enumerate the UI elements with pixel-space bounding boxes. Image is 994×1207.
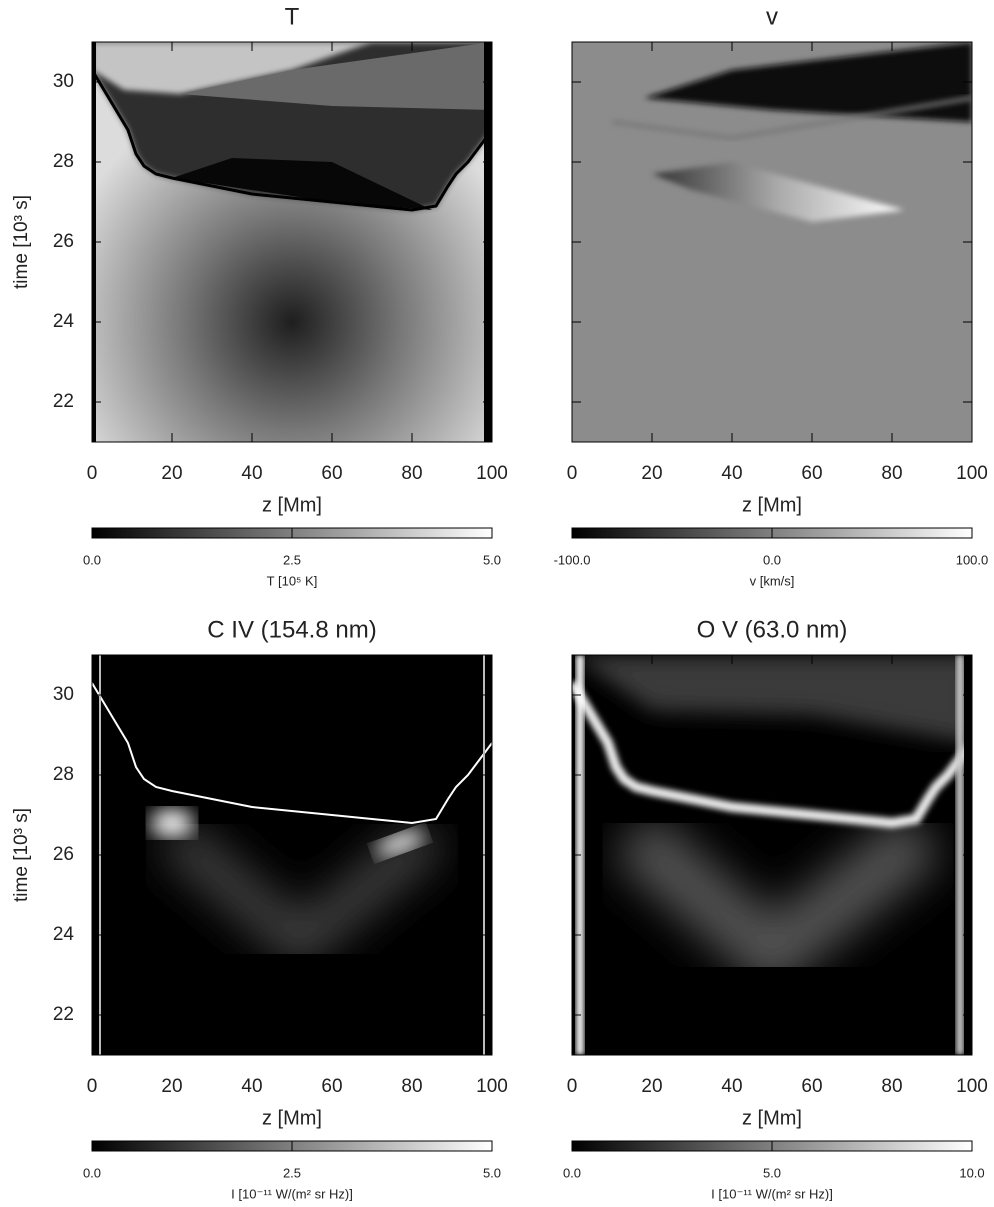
- x-axis-label: z [Mm]: [742, 1107, 802, 1129]
- colorbar-tick-label: 10.0: [959, 1165, 984, 1180]
- heatmap-image: [572, 655, 972, 1055]
- x-tick-label: 0: [567, 1076, 578, 1097]
- y-tick-label: 26: [53, 231, 74, 252]
- y-tick-label: 28: [53, 151, 74, 172]
- y-tick-label: 22: [53, 391, 74, 412]
- x-tick-label: 60: [321, 1076, 342, 1097]
- x-tick-label: 80: [881, 463, 902, 484]
- image-feature: [159, 819, 445, 970]
- x-tick-label: 20: [161, 463, 182, 484]
- image-feature: [572, 680, 972, 829]
- panel-title: T: [285, 3, 300, 30]
- colorbar-tick-label: 5.0: [483, 1165, 501, 1180]
- y-axis-label: time [10³ s]: [11, 195, 32, 289]
- image-feature: [150, 809, 194, 837]
- y-axis-label: time [10³ s]: [11, 808, 32, 902]
- image-region: [652, 162, 904, 222]
- x-tick-label: 80: [401, 1076, 422, 1097]
- colorbar-tick-label: 5.0: [763, 1165, 781, 1180]
- colorbar-tick-label: 0.0: [83, 552, 101, 567]
- colorbar-tick-label: 2.5: [283, 552, 301, 567]
- x-tick-label: 0: [87, 463, 98, 484]
- colorbar-tick-label: 100.0: [956, 552, 989, 567]
- x-tick-label: 100: [956, 1076, 988, 1097]
- x-tick-label: 40: [721, 1076, 742, 1097]
- y-tick-label: 22: [53, 1004, 74, 1025]
- colorbar-tick-label: 0.0: [83, 1165, 101, 1180]
- x-tick-label: 20: [641, 463, 662, 484]
- image-region: [180, 42, 492, 110]
- heatmap-image: [92, 42, 492, 442]
- x-tick-label: 0: [567, 463, 578, 484]
- x-tick-label: 60: [321, 463, 342, 484]
- panel-title: C IV (154.8 nm): [207, 616, 376, 643]
- x-axis-label: z [Mm]: [262, 494, 322, 516]
- image-feature: [92, 69, 492, 212]
- x-tick-label: 40: [241, 463, 262, 484]
- x-tick-label: 20: [161, 1076, 182, 1097]
- y-tick-label: 24: [53, 311, 75, 332]
- x-tick-label: 80: [401, 463, 422, 484]
- colorbar-tick-label: 2.5: [283, 1165, 301, 1180]
- colorbar-label: v [km/s]: [750, 573, 795, 588]
- panel-title: v: [766, 3, 778, 30]
- image-feature: [375, 830, 425, 856]
- colorbar-label: T [10⁵ K]: [267, 573, 318, 588]
- x-tick-label: 60: [801, 463, 822, 484]
- y-tick-label: 28: [53, 764, 74, 785]
- colorbar-tick-label: 5.0: [483, 552, 501, 567]
- y-tick-label: 24: [53, 924, 75, 945]
- image-region: [572, 655, 972, 743]
- x-tick-label: 40: [241, 1076, 262, 1097]
- image-region: [644, 42, 972, 122]
- image-feature: [92, 682, 492, 825]
- x-tick-label: 0: [87, 1076, 98, 1097]
- x-tick-label: 100: [476, 1076, 508, 1097]
- x-tick-label: 100: [476, 463, 508, 484]
- y-tick-label: 26: [53, 844, 74, 865]
- image-region: [172, 158, 432, 210]
- colorbar-tick-label: 0.0: [563, 1165, 581, 1180]
- heatmap-image: [572, 42, 972, 442]
- heatmap-image: [92, 655, 492, 1055]
- colorbar-tick-label: 0.0: [763, 552, 781, 567]
- image-feature: [612, 811, 943, 994]
- x-axis-label: z [Mm]: [742, 494, 802, 516]
- x-tick-label: 80: [881, 1076, 902, 1097]
- y-tick-label: 30: [53, 684, 74, 705]
- x-tick-label: 40: [721, 463, 742, 484]
- colorbar-label: I [10⁻¹¹ W/(m² sr Hz)]: [711, 1186, 833, 1201]
- panel-title: O V (63.0 nm): [697, 616, 848, 643]
- y-tick-label: 30: [53, 71, 74, 92]
- colorbar-tick-label: -100.0: [554, 552, 591, 567]
- image-region: [956, 655, 964, 1055]
- x-tick-label: 60: [801, 1076, 822, 1097]
- image-feature: [611, 96, 972, 141]
- colorbar-label: I [10⁻¹¹ W/(m² sr Hz)]: [231, 1186, 353, 1201]
- image-region: [92, 42, 372, 94]
- x-axis-label: z [Mm]: [262, 1107, 322, 1129]
- x-tick-label: 100: [956, 463, 988, 484]
- x-tick-label: 20: [641, 1076, 662, 1097]
